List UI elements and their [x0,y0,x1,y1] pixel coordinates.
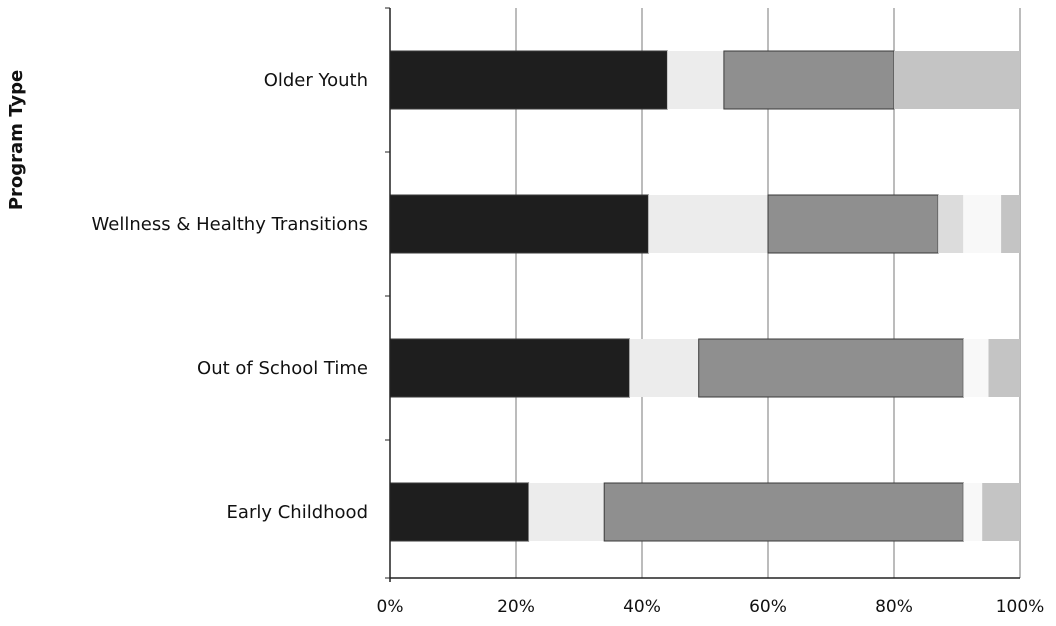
bar-segment [389,50,668,110]
x-tick-label: 60% [749,597,787,617]
axes: 0% 20% 40% 60% 80% 100% Older Youth Wellness & … [92,7,1045,617]
bar-segment [963,195,1002,253]
bar-segment [528,483,605,541]
x-tick-label: 100% [996,597,1045,617]
bar-segment [982,483,1020,541]
bar-segment [667,51,724,109]
bar-segment [389,338,630,398]
bar-segment [1001,195,1020,253]
x-tick-label: 40% [623,597,661,617]
category-label: Out of School Time [197,358,368,379]
category-label: Early Childhood [227,502,368,523]
bar-segment [389,482,530,542]
bar-segment [603,482,964,542]
x-tick-label: 20% [497,597,535,617]
bar-segment [938,195,964,253]
bar-segment [648,195,768,253]
bar-segment [389,194,649,254]
x-tick-label: 0% [377,597,404,617]
bar-segment [767,194,939,254]
category-label: Older Youth [264,70,368,91]
bar-segment [894,51,1020,109]
bar-segment [698,338,964,398]
bar-segment [988,339,1020,397]
bar-segment [723,50,895,110]
x-tick-label: 80% [875,597,913,617]
bar-segment [963,339,989,397]
bar-segment [963,483,983,541]
bars [389,50,1020,542]
category-label: Wellness & Healthy Transitions [92,214,368,235]
y-axis-title: Program Type [6,70,27,210]
bar-segment [629,339,699,397]
